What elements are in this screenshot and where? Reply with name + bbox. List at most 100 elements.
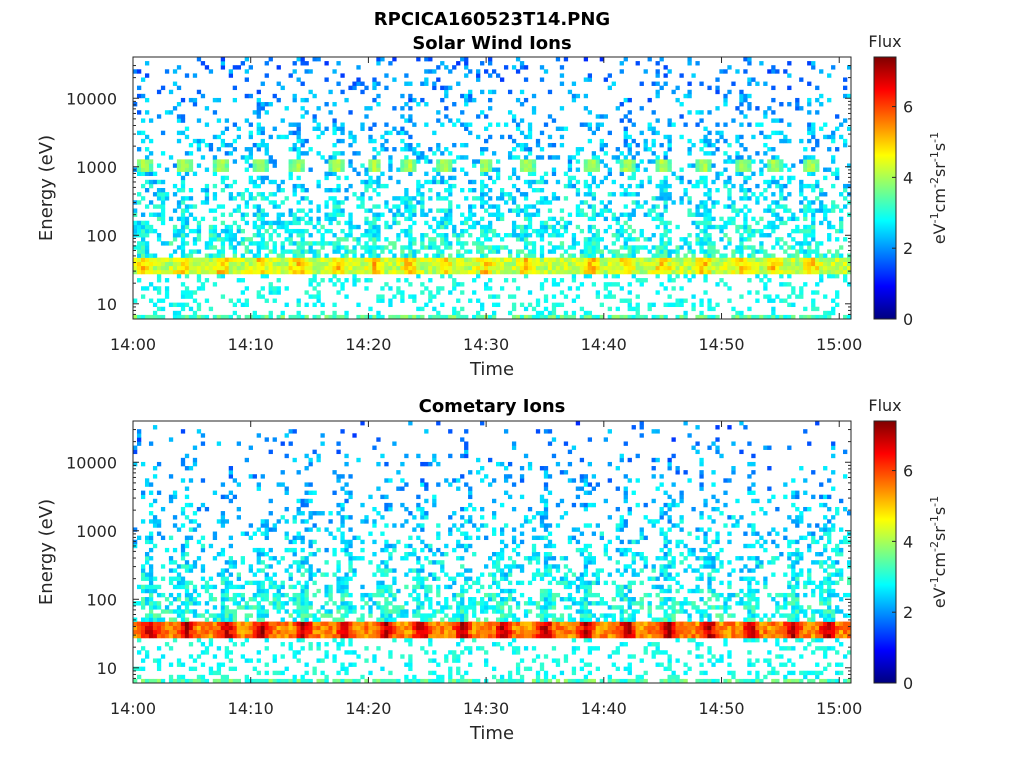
heat-cell xyxy=(631,253,636,258)
heat-cell xyxy=(188,609,194,614)
heat-cell xyxy=(480,302,485,308)
heat-cell xyxy=(523,159,529,164)
heat-cell xyxy=(152,629,158,635)
heat-cell xyxy=(240,584,245,590)
heat-cell xyxy=(815,249,820,254)
heat-cell xyxy=(304,249,309,254)
heat-cell xyxy=(755,122,760,127)
heat-cell xyxy=(240,212,245,217)
heat-cell xyxy=(316,629,321,635)
heat-cell xyxy=(300,151,305,156)
heat-cell xyxy=(547,261,553,267)
heat-cell xyxy=(511,65,517,70)
heat-cell xyxy=(591,241,597,246)
heat-cell xyxy=(248,580,253,586)
heat-cell xyxy=(388,261,393,267)
heat-cell xyxy=(599,261,604,267)
heat-cell xyxy=(344,294,349,299)
heat-cell xyxy=(787,216,792,222)
heat-cell xyxy=(643,138,648,144)
heat-cell xyxy=(324,200,329,205)
heat-cell xyxy=(296,592,301,598)
heat-cell xyxy=(276,265,281,271)
heat-cell xyxy=(420,97,425,103)
heat-cell xyxy=(204,506,210,512)
heat-cell xyxy=(707,163,712,168)
heat-cell xyxy=(296,564,301,569)
heat-cell xyxy=(603,294,608,299)
panel-title: Solar Wind Ions xyxy=(412,33,571,54)
heat-cell xyxy=(344,261,349,267)
heat-cell xyxy=(547,269,553,275)
heat-cell xyxy=(424,286,429,291)
heat-cell xyxy=(264,625,269,631)
heat-cell xyxy=(396,220,401,226)
heat-cell xyxy=(328,212,333,217)
heat-cell xyxy=(260,621,265,626)
heat-cell xyxy=(547,257,553,262)
heat-cell xyxy=(679,175,684,181)
heat-cell xyxy=(456,237,461,242)
heat-cell xyxy=(396,167,401,172)
heat-cell xyxy=(611,273,616,279)
heat-cell xyxy=(663,167,668,172)
heat-cell xyxy=(260,625,265,631)
heat-cell xyxy=(240,216,245,222)
heat-cell xyxy=(663,73,668,78)
heat-cell xyxy=(256,613,261,618)
heat-cell xyxy=(248,269,253,275)
heat-cell xyxy=(284,453,289,459)
heat-cell xyxy=(280,265,285,271)
heat-cell xyxy=(300,138,305,144)
heat-cell xyxy=(515,188,521,193)
heat-cell xyxy=(252,310,257,316)
heat-cell xyxy=(663,253,668,258)
heat-cell xyxy=(599,249,604,254)
heat-cell xyxy=(619,286,624,291)
heat-cell xyxy=(783,183,788,189)
heat-cell xyxy=(176,159,182,164)
heat-cell xyxy=(296,163,301,168)
heat-cell xyxy=(531,314,537,320)
heat-cell xyxy=(735,138,740,144)
heat-cell xyxy=(168,216,174,222)
heat-cell xyxy=(268,511,273,516)
heat-cell xyxy=(675,257,680,262)
heat-cell xyxy=(136,625,142,631)
heat-cell xyxy=(408,142,413,148)
heat-cell xyxy=(811,130,816,136)
heat-cell xyxy=(276,81,281,86)
heat-cell xyxy=(280,441,285,446)
heat-cell xyxy=(368,306,373,312)
heat-cell xyxy=(575,265,581,271)
heat-cell xyxy=(296,298,301,303)
heat-cell xyxy=(400,228,405,234)
heat-cell xyxy=(476,159,481,164)
heat-cell xyxy=(180,547,186,553)
heat-cell xyxy=(292,314,297,320)
heat-cell xyxy=(152,302,158,308)
heat-cell xyxy=(196,118,202,123)
heat-cell xyxy=(240,531,245,536)
heat-cell xyxy=(687,57,692,62)
heat-cell xyxy=(835,114,840,119)
heat-cell xyxy=(148,490,154,495)
heat-cell xyxy=(763,249,768,254)
heat-cell xyxy=(803,167,808,172)
heat-cell xyxy=(807,81,812,86)
heat-cell xyxy=(308,69,313,74)
heat-cell xyxy=(567,253,573,258)
heat-cell xyxy=(204,261,210,267)
heat-cell xyxy=(432,237,437,242)
heat-cell xyxy=(400,159,405,164)
heat-cell xyxy=(803,147,808,152)
heat-cell xyxy=(807,138,812,144)
heat-cell xyxy=(783,298,788,303)
heat-cell xyxy=(452,282,457,287)
heat-cell xyxy=(292,617,297,622)
heat-cell xyxy=(767,159,772,164)
heat-cell xyxy=(220,57,226,62)
heat-cell xyxy=(691,273,696,279)
heat-cell xyxy=(476,77,481,82)
heat-cell xyxy=(164,269,170,275)
